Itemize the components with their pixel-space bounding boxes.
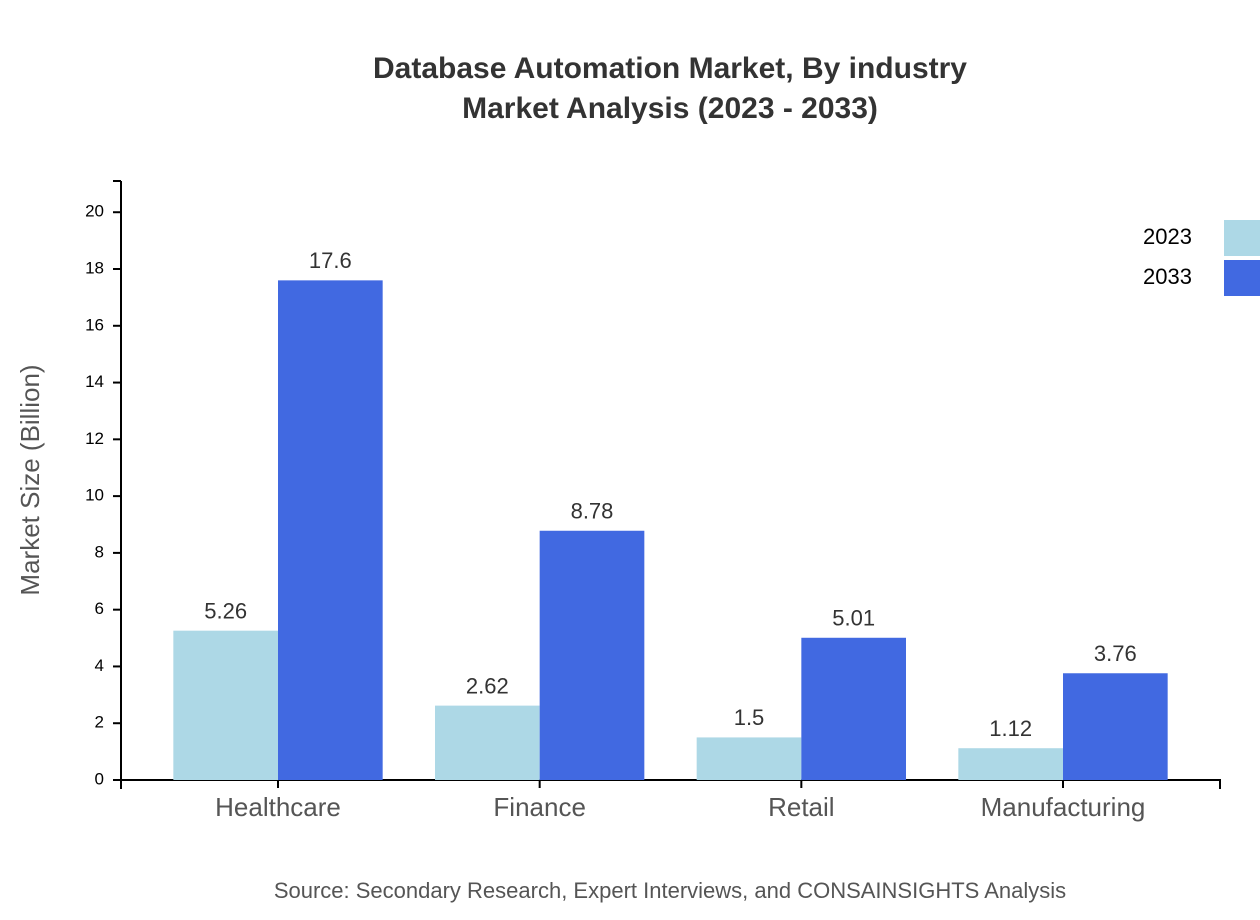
y-axis-label: Market Size (Billion) xyxy=(15,364,45,595)
legend-swatch xyxy=(1224,260,1260,296)
bar xyxy=(696,737,802,780)
y-tick-label: 16 xyxy=(85,315,104,334)
x-tick-label: Finance xyxy=(493,792,586,822)
value-label: 5.01 xyxy=(832,606,875,631)
bar xyxy=(173,630,278,780)
y-tick-label: 2 xyxy=(95,713,104,732)
bar xyxy=(435,705,540,780)
x-tick-label: Healthcare xyxy=(215,792,341,822)
chart-subtitle: Market Analysis (2023 - 2033) xyxy=(462,92,878,125)
x-tick-label: Manufacturing xyxy=(981,792,1146,822)
value-label: 2.62 xyxy=(466,673,509,698)
y-tick-label: 10 xyxy=(85,486,104,505)
y-tick-label: 20 xyxy=(85,202,104,221)
bar xyxy=(958,748,1063,780)
legend-label: 2023 xyxy=(1143,224,1192,249)
chart-title: Database Automation Market, By industry xyxy=(373,52,967,85)
bar xyxy=(801,637,906,780)
legend-swatch xyxy=(1224,220,1260,256)
y-tick-label: 14 xyxy=(85,372,104,391)
x-tick-label: Retail xyxy=(768,792,834,822)
y-tick-label: 18 xyxy=(85,258,104,277)
bar xyxy=(278,280,383,780)
y-tick-label: 8 xyxy=(95,542,104,561)
value-label: 1.12 xyxy=(989,716,1032,741)
value-label: 8.78 xyxy=(571,499,614,524)
bar xyxy=(1063,673,1168,780)
source-note: Source: Secondary Research, Expert Inter… xyxy=(274,878,1066,903)
bar xyxy=(539,530,645,780)
y-tick-label: 12 xyxy=(85,429,104,448)
y-tick-label: 4 xyxy=(95,656,104,675)
value-label: 5.26 xyxy=(204,598,247,623)
value-label: 1.5 xyxy=(734,705,765,730)
y-tick-label: 6 xyxy=(95,599,104,618)
value-label: 3.76 xyxy=(1094,641,1137,666)
value-label: 17.6 xyxy=(309,248,352,273)
legend-label: 2033 xyxy=(1143,264,1192,289)
y-tick-label: 0 xyxy=(95,769,104,788)
